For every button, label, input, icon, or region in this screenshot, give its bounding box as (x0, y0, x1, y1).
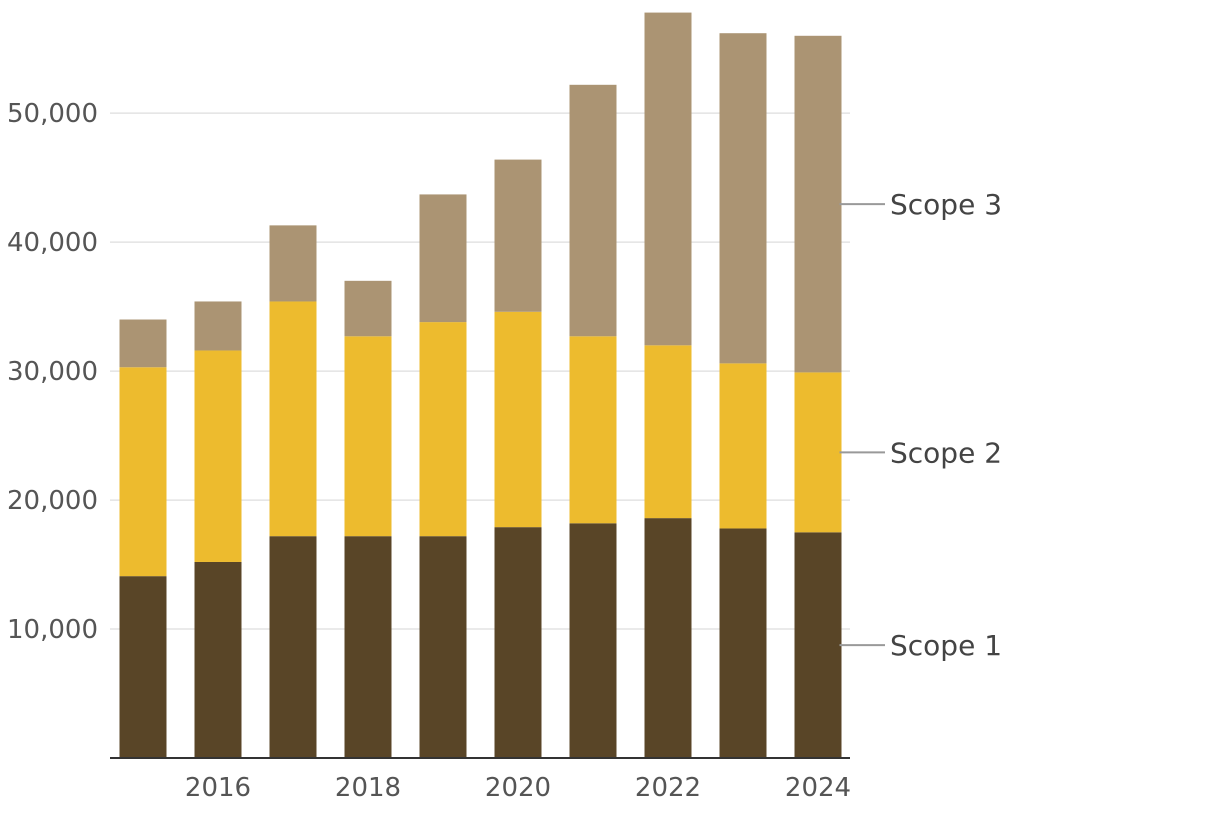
bar-scope-3-2023 (719, 33, 767, 364)
bar-scope-1-2018 (344, 536, 392, 758)
x-tick-label: 2020 (485, 773, 551, 803)
bar-scope-1-2023 (719, 528, 767, 758)
bar-scope-2-2019 (419, 322, 467, 537)
y-tick-label: 10,000 (7, 615, 98, 645)
legend-label-scope-1: Scope 1 (890, 629, 1002, 662)
bar-scope-1-2020 (494, 527, 542, 758)
x-tick-label: 2024 (785, 773, 851, 803)
bar-scope-3-2019 (419, 194, 467, 323)
x-tick-label: 2022 (635, 773, 701, 803)
bar-scope-2-2022 (644, 345, 692, 519)
legend-label-scope-2: Scope 2 (890, 436, 1002, 469)
bar-scope-3-2017 (269, 225, 317, 302)
bar-scope-2-2021 (569, 336, 617, 524)
legend-label-scope-3: Scope 3 (890, 188, 1002, 221)
bar-scope-1-2019 (419, 536, 467, 758)
bar-scope-3-2024 (794, 35, 842, 373)
bar-scope-2-2017 (269, 301, 317, 537)
x-tick-label: 2018 (335, 773, 401, 803)
bar-scope-3-2016 (194, 301, 242, 351)
bar-scope-1-2022 (644, 518, 692, 758)
x-tick-label: 2016 (185, 773, 251, 803)
bars (119, 12, 842, 758)
bar-scope-1-2021 (569, 523, 617, 758)
bar-scope-1-2016 (194, 561, 242, 758)
bar-scope-2-2023 (719, 363, 767, 529)
bar-scope-3-2022 (644, 12, 692, 346)
bar-scope-2-2020 (494, 311, 542, 528)
bar-scope-2-2015 (119, 367, 167, 577)
bar-scope-2-2016 (194, 350, 242, 562)
y-tick-label: 20,000 (7, 486, 98, 516)
y-axis: 10,000 20,000 30,000 40,000 50,000 (7, 99, 98, 645)
x-axis: 2016 2018 2020 2022 2024 (110, 757, 851, 803)
bar-scope-3-2020 (494, 159, 542, 312)
bar-scope-3-2015 (119, 319, 167, 368)
y-tick-label: 30,000 (7, 357, 98, 387)
bar-scope-2-2018 (344, 336, 392, 537)
y-tick-label: 40,000 (7, 228, 98, 258)
bar-scope-1-2024 (794, 532, 842, 758)
bar-scope-2-2024 (794, 372, 842, 533)
y-tick-label: 50,000 (7, 99, 98, 129)
bar-scope-1-2017 (269, 536, 317, 758)
bar-scope-3-2018 (344, 280, 392, 337)
legend: Scope 1 Scope 2 Scope 3 (839, 188, 1002, 662)
bar-scope-3-2021 (569, 84, 617, 337)
bar-scope-1-2015 (119, 576, 167, 758)
